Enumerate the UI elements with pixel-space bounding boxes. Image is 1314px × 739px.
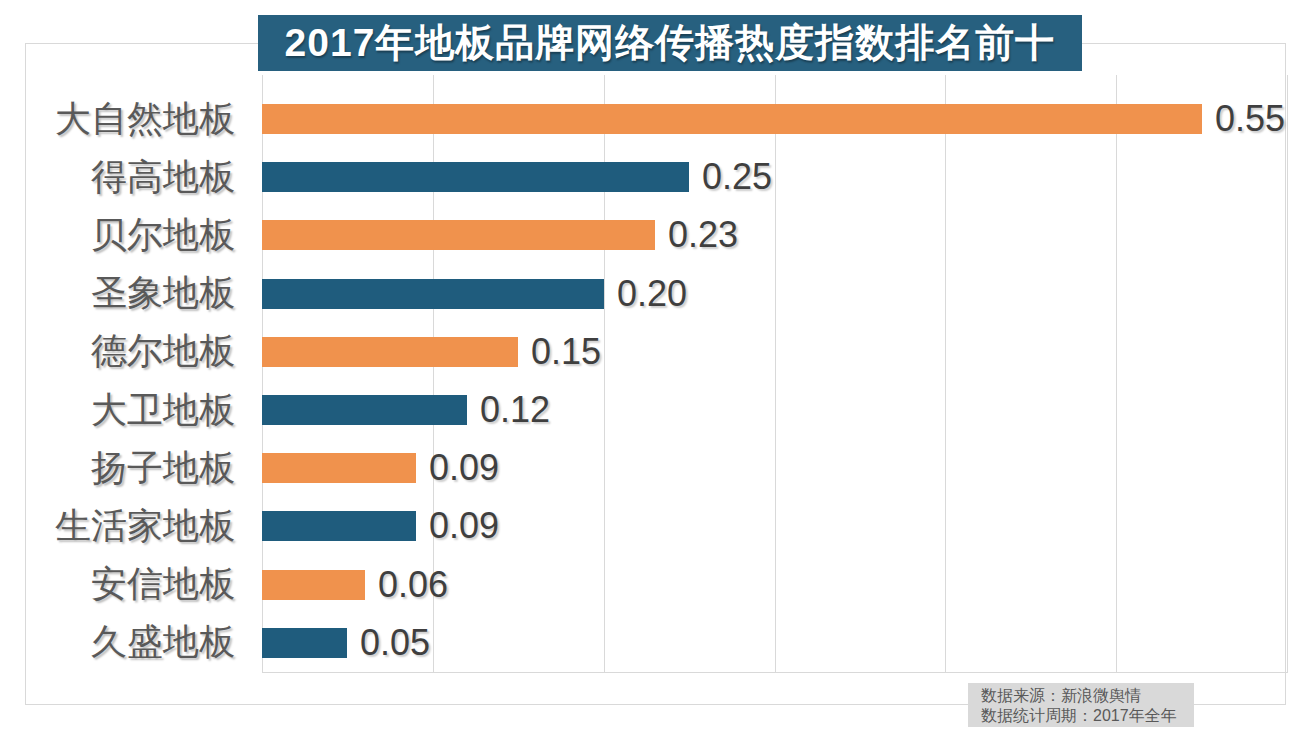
bar-row: 得高地板 0.25 bbox=[0, 148, 1314, 206]
bar-row: 大卫地板 0.12 bbox=[0, 381, 1314, 439]
bar-row: 生活家地板 0.09 bbox=[0, 497, 1314, 555]
category-label: 扬子地板 bbox=[0, 444, 262, 493]
bar bbox=[262, 279, 604, 309]
bar-chart-rows: 大自然地板 0.55 得高地板 0.25 贝尔地板 0.23 圣象地板 0.20 德尔地板 0.1… bbox=[0, 90, 1314, 672]
bar bbox=[262, 511, 416, 541]
bar bbox=[262, 337, 518, 367]
bar-value-label: 0.25 bbox=[702, 156, 772, 198]
bar-value-label: 0.15 bbox=[531, 331, 601, 373]
bar bbox=[262, 162, 689, 192]
data-source-box: 数据来源：新浪微舆情 数据统计周期：2017年全年 bbox=[968, 683, 1194, 727]
bar-row: 安信地板 0.06 bbox=[0, 556, 1314, 614]
bar bbox=[262, 395, 467, 425]
bar-value-label: 0.12 bbox=[480, 389, 550, 431]
bar-row: 贝尔地板 0.23 bbox=[0, 206, 1314, 264]
data-period-text: 数据统计周期：2017年全年 bbox=[981, 706, 1194, 726]
category-label: 圣象地板 bbox=[0, 269, 262, 318]
bar bbox=[262, 220, 655, 250]
bar bbox=[262, 570, 365, 600]
bar bbox=[262, 104, 1202, 134]
bar-value-label: 0.55 bbox=[1215, 98, 1285, 140]
category-label: 得高地板 bbox=[0, 153, 262, 202]
chart-page: 2017年地板品牌网络传播热度指数排名前十 大自然地板 0.55 得高地板 0.25 贝… bbox=[0, 0, 1314, 739]
bar-row: 德尔地板 0.15 bbox=[0, 323, 1314, 381]
bar bbox=[262, 628, 347, 658]
category-label: 德尔地板 bbox=[0, 327, 262, 376]
data-source-text: 数据来源：新浪微舆情 bbox=[981, 686, 1194, 706]
bar-row: 扬子地板 0.09 bbox=[0, 439, 1314, 497]
category-label: 久盛地板 bbox=[0, 618, 262, 667]
bar-row: 大自然地板 0.55 bbox=[0, 90, 1314, 148]
bar-row: 久盛地板 0.05 bbox=[0, 614, 1314, 672]
bar-value-label: 0.06 bbox=[378, 564, 448, 606]
bar-value-label: 0.09 bbox=[429, 447, 499, 489]
bar-row: 圣象地板 0.20 bbox=[0, 265, 1314, 323]
chart-title: 2017年地板品牌网络传播热度指数排名前十 bbox=[258, 15, 1082, 71]
bar-value-label: 0.09 bbox=[429, 505, 499, 547]
category-label: 安信地板 bbox=[0, 560, 262, 609]
category-label: 大自然地板 bbox=[0, 95, 262, 144]
bar-value-label: 0.20 bbox=[617, 273, 687, 315]
category-label: 贝尔地板 bbox=[0, 211, 262, 260]
category-label: 生活家地板 bbox=[0, 502, 262, 551]
x-axis-line bbox=[262, 672, 1287, 673]
category-label: 大卫地板 bbox=[0, 386, 262, 435]
bar-value-label: 0.23 bbox=[668, 214, 738, 256]
bar bbox=[262, 453, 416, 483]
bar-value-label: 0.05 bbox=[360, 622, 430, 664]
